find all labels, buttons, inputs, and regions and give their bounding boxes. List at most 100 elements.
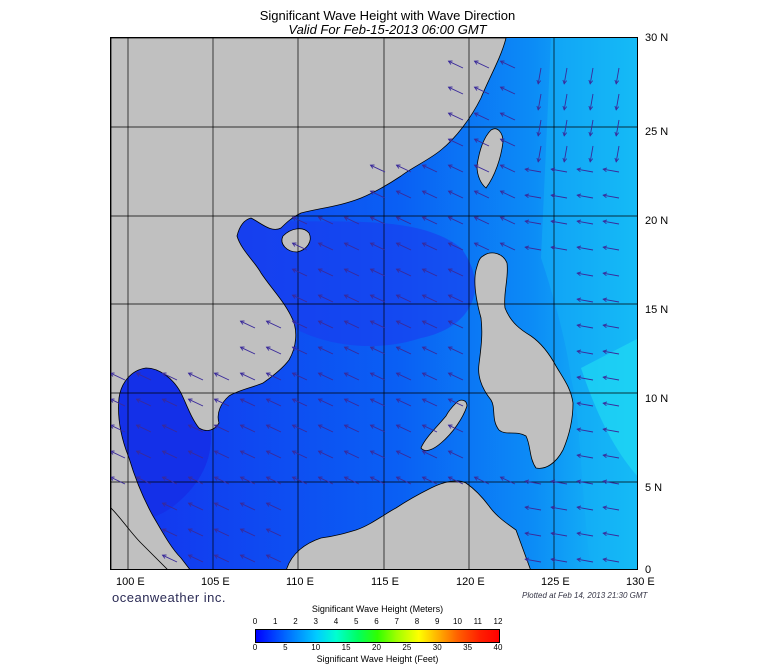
wave-arrow-head (602, 401, 608, 407)
wave-arrow (577, 324, 594, 329)
wave-arrow-head (317, 294, 323, 299)
wave-arrow (188, 450, 204, 459)
wave-arrow (422, 268, 438, 277)
wave-arrow (214, 528, 230, 537)
wave-arrow-head (447, 372, 453, 377)
wave-arrow-head (562, 157, 568, 163)
lat-label: 25 N (645, 126, 669, 138)
wave-arrow-head (187, 528, 193, 533)
wave-arrow-head (343, 450, 349, 455)
wave-arrow-head (550, 531, 556, 537)
wave-arrow-head (239, 372, 245, 377)
wave-arrow-head (536, 131, 542, 137)
wave-arrow-head (369, 216, 375, 221)
wave-arrow (240, 372, 256, 381)
land-philippines (474, 252, 574, 469)
wave-arrow-head (576, 375, 582, 381)
wave-arrow-head (473, 242, 479, 247)
wave-arrow (214, 502, 230, 511)
wave-arrow-head (213, 372, 219, 377)
wave-arrow (474, 476, 490, 485)
wave-arrow-head (317, 372, 323, 377)
wave-arrow-head (473, 216, 479, 221)
land-mainland-asia (111, 38, 507, 569)
lon-label: 105 E (201, 576, 230, 588)
wave-arrow (240, 398, 256, 407)
wave-arrow (240, 320, 256, 329)
wave-arrow-head (343, 398, 349, 403)
wave-arrow (136, 424, 152, 433)
wave-arrow (136, 476, 152, 485)
wave-arrow-head (473, 138, 479, 143)
lat-label: 5 N (645, 482, 663, 494)
wave-arrow-head (536, 157, 542, 163)
wave-arrow (448, 424, 464, 433)
wave-arrow (292, 476, 308, 485)
wave-arrow (603, 220, 620, 225)
wave-arrow (589, 67, 594, 84)
land-borneo (286, 480, 531, 569)
wave-arrow (422, 476, 438, 485)
wave-arrow-head (395, 398, 401, 403)
wave-arrow (344, 450, 360, 459)
wave-arrow (448, 242, 464, 251)
wave-arrow-head (343, 216, 349, 221)
wave-arrow (396, 450, 412, 459)
wave-arrow-head (395, 242, 401, 247)
wave-arrow (214, 424, 230, 433)
wave-arrow-head (111, 398, 115, 403)
wave-arrow-head (369, 372, 375, 377)
wave-arrow (136, 398, 152, 407)
wave-arrow (292, 320, 308, 329)
wave-arrow (422, 346, 438, 355)
wave-arrow (162, 528, 178, 537)
wave-arrow (589, 145, 594, 162)
wave-arrow-head (602, 193, 608, 199)
wave-arrow-head (588, 105, 594, 111)
wave-arrow (292, 424, 308, 433)
wave-arrow-head (135, 398, 141, 403)
wave-arrow-head (265, 450, 271, 455)
wave-arrow-head (395, 216, 401, 221)
legend-tick-feet: 25 (402, 643, 412, 652)
wave-arrow-head (602, 297, 608, 303)
wave-arrow-head (317, 476, 323, 481)
map-panel (110, 37, 638, 570)
wave-arrow (396, 346, 412, 355)
wave-arrow (448, 398, 464, 407)
wave-arrow (344, 346, 360, 355)
wave-arrow (500, 190, 516, 199)
wave-arrow (214, 450, 230, 459)
wave-arrow (266, 320, 282, 329)
wave-arrow-head (524, 245, 530, 251)
wave-arrow (344, 268, 360, 277)
wave-arrow-head (291, 372, 297, 377)
wave-arrow (577, 558, 594, 563)
wave-arrow (370, 164, 386, 173)
wave-arrow-head (524, 557, 530, 563)
wave-arrow-head (562, 131, 568, 137)
wave-arrow-head (562, 105, 568, 111)
wave-arrow (603, 454, 620, 459)
wave-arrow-head (239, 554, 245, 559)
wave-arrow-head (614, 131, 620, 137)
map-title: Significant Wave Height with Wave Direct… (259, 8, 516, 23)
wave-arrow-head (602, 245, 608, 251)
wave-arrow-head (161, 476, 167, 481)
wave-arrow (422, 242, 438, 251)
legend-tick-meters: 1 (273, 617, 278, 626)
wave-arrow (396, 242, 412, 251)
wave-arrow (577, 298, 594, 303)
wave-arrow (162, 372, 178, 381)
wave-arrow (603, 324, 620, 329)
wave-arrow (551, 246, 568, 251)
land-malay-peninsula (111, 507, 168, 569)
wave-arrow-head (614, 79, 620, 85)
wave-arrow (589, 93, 594, 110)
legend-tick-meters: 6 (374, 617, 379, 626)
wave-arrow (500, 164, 516, 173)
wave-arrow (603, 272, 620, 277)
wave-arrow-head (576, 505, 582, 511)
wave-arrow (396, 424, 412, 433)
wave-arrow-head (421, 216, 427, 221)
